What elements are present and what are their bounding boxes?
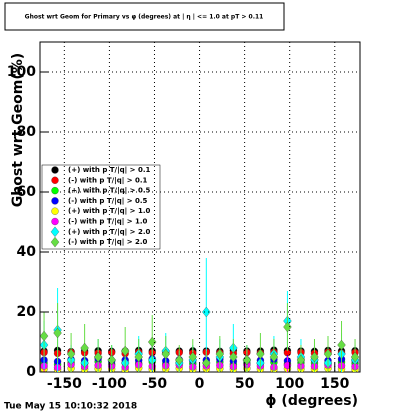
point <box>269 351 279 363</box>
point <box>175 354 184 366</box>
legend-label: (-) with p T/|q| > 0.1 <box>68 176 148 185</box>
point <box>120 345 130 357</box>
plot-area <box>40 258 360 372</box>
point <box>51 176 59 184</box>
point <box>51 217 59 226</box>
legend-label: (-) with p T/|q| > 0.5 <box>68 197 148 206</box>
point <box>310 351 319 363</box>
x-tick-label: -100 <box>92 376 127 392</box>
legend-label: (+) with p T/|q| > 2.0 <box>68 228 151 237</box>
timestamp: Tue May 15 10:10:32 2018 <box>4 402 137 412</box>
point <box>229 351 238 363</box>
point <box>161 348 170 360</box>
legend-label: (-) with p T/|q| > 1.0 <box>68 218 148 227</box>
point <box>80 342 89 354</box>
x-tick-label: 100 <box>275 376 304 392</box>
point <box>350 351 360 363</box>
legend-label: (+) with p T/|q| > 1.0 <box>68 207 151 216</box>
point <box>296 354 306 366</box>
y-tick-label: 80 <box>17 124 37 140</box>
y-tick-label: 40 <box>17 244 37 260</box>
point <box>134 351 143 363</box>
y-tick-label: 60 <box>17 184 37 200</box>
point <box>50 226 60 238</box>
point <box>283 361 292 370</box>
chart-title: Ghost wrt Geom for Primary vs φ (degrees… <box>25 14 264 21</box>
legend-label: (+) with p T/|q| > 0.5 <box>68 187 151 196</box>
point <box>66 348 76 360</box>
x-tick-label: 150 <box>320 376 349 392</box>
point <box>148 336 157 348</box>
point <box>40 330 49 342</box>
point <box>51 186 59 195</box>
title-box <box>4 2 285 31</box>
point <box>283 321 292 333</box>
point <box>188 351 197 363</box>
point <box>51 207 59 215</box>
point <box>323 348 333 360</box>
point <box>51 166 59 174</box>
y-tick-label: 0 <box>26 364 36 380</box>
y-tick-label: 20 <box>17 304 37 320</box>
point <box>215 348 225 360</box>
legend-label: (-) with p T/|q| > 2.0 <box>68 238 148 247</box>
point <box>202 357 211 369</box>
x-tick-label: 0 <box>195 376 205 392</box>
point <box>50 236 60 248</box>
point <box>51 197 59 205</box>
x-tick-label: 50 <box>235 376 255 392</box>
x-tick-label: -50 <box>142 376 168 392</box>
point <box>202 306 211 318</box>
legend-box <box>41 164 161 250</box>
point <box>337 339 346 351</box>
point <box>53 327 62 339</box>
legend-label: (+) with p T/|q| > 0.1 <box>68 166 151 175</box>
x-axis-label: ϕ (degrees) <box>265 393 358 409</box>
x-tick-label: -150 <box>47 376 82 392</box>
y-tick-label: 100 <box>7 64 36 80</box>
point <box>256 348 265 360</box>
point <box>93 351 103 363</box>
y-axis-label: Ghost wrt Geom(%) <box>10 53 26 207</box>
